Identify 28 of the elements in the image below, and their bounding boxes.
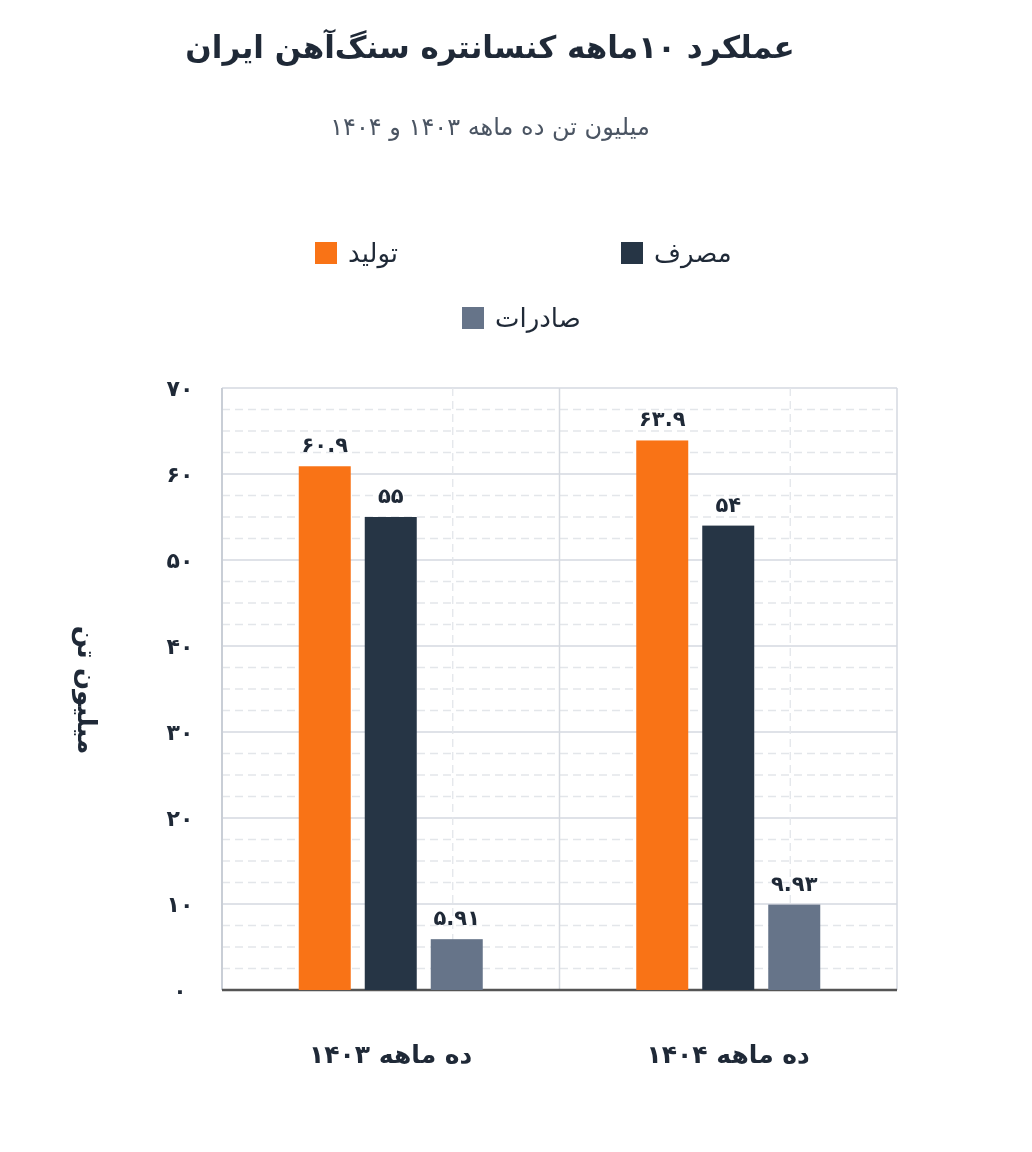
y-tick-label: ۶۰	[166, 462, 194, 487]
bar	[702, 525, 755, 990]
y-tick-label: ۱۰	[166, 892, 194, 917]
bar	[768, 904, 821, 990]
x-tick-label: ده ماهه ۱۴۰۳	[309, 1040, 473, 1069]
y-tick-label: ۴۰	[166, 634, 194, 659]
data-label: ۵۵	[377, 484, 404, 508]
y-tick-label: ۳۰	[166, 720, 194, 745]
data-label: ۹.۹۳	[771, 871, 818, 896]
legend-label: صادرات	[495, 303, 581, 333]
bar	[430, 939, 483, 990]
data-label: ۵۴	[715, 492, 742, 517]
data-label: ۶۳.۹	[639, 407, 686, 432]
bar	[298, 466, 351, 990]
data-label: ۵.۹۱	[433, 906, 480, 931]
data-label: ۶۰.۹	[301, 433, 349, 458]
y-tick-label: ۰	[173, 978, 187, 1003]
x-tick-label: ده ماهه ۱۴۰۴	[646, 1040, 811, 1069]
legend-label: مصرف	[654, 238, 732, 269]
bar	[364, 517, 417, 990]
y-axis-title: میلیون تن	[71, 625, 102, 755]
chart-title: عملکرد ۱۰ماهه کنسانتره سنگ‌آهن ایران	[185, 28, 795, 66]
bar	[636, 440, 689, 990]
y-tick-label: ۷۰	[166, 376, 194, 401]
legend-label: تولید	[348, 238, 399, 269]
y-tick-label: ۲۰	[166, 806, 194, 831]
y-tick-label: ۵۰	[166, 548, 194, 573]
chart-subtitle: میلیون تن ده ماهه ۱۴۰۳ و ۱۴۰۴	[330, 113, 650, 141]
